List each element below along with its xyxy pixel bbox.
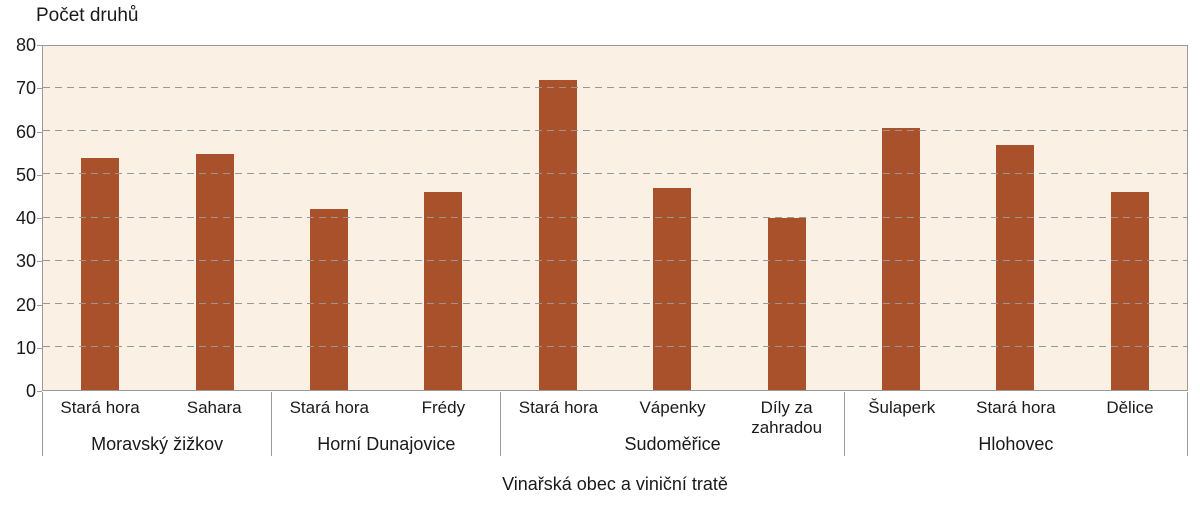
plot-area (42, 45, 1188, 391)
y-tick-label-70: 70 (15, 78, 36, 99)
bar-slot (272, 46, 386, 390)
bar-slot (1073, 46, 1187, 390)
y-tick-label-30: 30 (15, 251, 36, 272)
gridline-20 (43, 303, 1187, 304)
bar-stará-hora (538, 80, 577, 390)
track-label: Šulaperk (868, 398, 936, 417)
bar-slot (386, 46, 500, 390)
track-label: Stará hora (60, 398, 140, 417)
x-axis-label-area: Stará hora Sahara Moravský žižkov Stará hor… (42, 392, 1188, 456)
bar-group-1 (272, 46, 501, 390)
bar-slot (958, 46, 1072, 390)
y-tick-label-10: 10 (15, 337, 36, 358)
track-label: Sahara (186, 398, 242, 417)
y-tick-label-20: 20 (15, 294, 36, 315)
bar-stará-hora (81, 157, 120, 390)
y-tick-label-0: 0 (25, 381, 36, 401)
bar-group-2 (501, 46, 844, 390)
gridline-70 (43, 86, 1187, 88)
village-label: Moravský žižkov (91, 434, 224, 454)
village-label: Sudoměřice (624, 434, 721, 454)
bar-group-0 (43, 46, 272, 390)
gridline-50 (43, 173, 1187, 175)
gridline-30 (43, 259, 1187, 261)
y-tick-mark-60 (37, 131, 42, 133)
y-axis-title: Počet druhů (36, 5, 139, 26)
x-group-1: Stará hora Frédy Horní Dunajovice (272, 392, 502, 456)
y-tick-label-50: 50 (15, 164, 36, 185)
y-tick-mark-50 (37, 174, 42, 176)
track-label: Vápenky (639, 398, 706, 417)
bar-díly-za-zahradou (767, 218, 806, 390)
village-label: Horní Dunajovice (317, 434, 456, 454)
x-group-0: Stará hora Sahara Moravský žižkov (43, 392, 273, 456)
bar-vápenky (653, 187, 692, 390)
x-axis-title: Vinařská obec a viniční tratě (502, 474, 728, 494)
y-tick-mark-10 (37, 347, 42, 349)
track-label: Dělice (1106, 398, 1154, 417)
bars-layer (43, 46, 1187, 390)
bar-slot (844, 46, 958, 390)
bar-stará-hora (996, 144, 1035, 390)
bar-dělice (1110, 192, 1149, 390)
track-label-row: Šulaperk Stará hora Dělice (845, 392, 1187, 418)
gridline-10 (43, 346, 1187, 348)
track-label-row: Stará hora Vápenky Díly za zahradou (501, 392, 843, 438)
bar-sahara (195, 153, 234, 390)
y-tick-label-80: 80 (15, 35, 36, 55)
bar-slot (157, 46, 271, 390)
track-label: Frédy (421, 398, 466, 417)
bar-slot (729, 46, 843, 390)
village-label: Hlohovec (978, 434, 1054, 454)
bar-stará-hora (310, 209, 348, 390)
track-label-row: Stará hora Frédy (272, 392, 500, 418)
y-tick-mark-20 (37, 304, 42, 306)
y-tick-mark-30 (37, 261, 42, 263)
y-tick-mark-80 (37, 45, 42, 46)
y-tick-label-60: 60 (15, 121, 36, 142)
bar-group-3 (844, 46, 1187, 390)
y-tick-mark-40 (37, 218, 42, 219)
track-label-row: Stará hora Sahara (43, 392, 271, 418)
y-tick-mark-0 (37, 391, 42, 392)
bar-slot (501, 46, 615, 390)
gridline-40 (43, 216, 1187, 218)
x-group-2: Stará hora Vápenky Díly za zahradou Sudoměř… (501, 392, 845, 456)
bar-slot (615, 46, 729, 390)
bar-frédy (424, 192, 463, 390)
y-tick-label-40: 40 (15, 208, 36, 228)
y-tick-mark-70 (37, 88, 42, 90)
track-label: Stará hora (518, 398, 599, 417)
track-label: Stará hora (289, 398, 369, 417)
track-label: Stará hora (976, 398, 1056, 417)
gridline-60 (43, 130, 1187, 131)
track-label: Díly za zahradou (751, 398, 823, 437)
bar-slot (43, 46, 157, 390)
x-group-3: Šulaperk Stará hora Dělice Hlohovec (845, 392, 1188, 456)
